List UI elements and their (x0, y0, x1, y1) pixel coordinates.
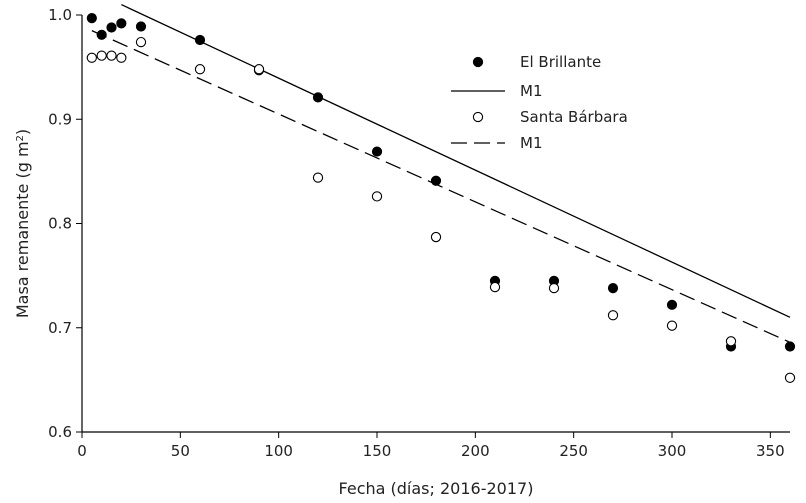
y-tick-label: 0.6 (48, 423, 72, 441)
data-point-el-brillante (86, 13, 97, 24)
x-tick-label: 100 (264, 442, 293, 460)
x-tick-label: 250 (559, 442, 588, 460)
data-point-santa-barbara (116, 52, 127, 63)
data-point-santa-barbara (430, 231, 442, 243)
legend: El Brillante M1 Santa Bárbara M1 (451, 53, 628, 152)
data-point-el-brillante (116, 18, 127, 29)
data-point-santa-barbara (666, 320, 678, 331)
data-point-santa-barbara (96, 50, 107, 61)
y-axis-title-superscript: 2 (15, 135, 26, 141)
data-point-santa-barbara (725, 336, 737, 347)
x-tick-label: 300 (658, 442, 687, 460)
legend-label: Santa Bárbara (520, 108, 628, 126)
x-tick-label: 200 (461, 442, 490, 460)
axes-group: 0 50 100 150 200 250 300 350 0.6 0.7 0.8 0.9 1.0 (48, 6, 790, 460)
data-point-santa-barbara (548, 282, 560, 294)
data-point-santa-barbara (135, 36, 147, 48)
series-line-m1-dashed (91, 30, 791, 343)
data-point-el-brillante (784, 341, 796, 352)
data-point-santa-barbara (194, 64, 206, 75)
data-point-santa-barbara (371, 191, 383, 202)
x-axis-title: Fecha (días; 2016-2017) (339, 479, 534, 498)
legend-swatch-marker (472, 111, 484, 123)
series-line-m1-solid (121, 3, 791, 318)
x-tick-label: 350 (756, 442, 785, 460)
data-point-el-brillante (371, 146, 383, 157)
legend-label: M1 (520, 82, 543, 100)
data-point-el-brillante (135, 21, 147, 32)
data-point-el-brillante (607, 283, 619, 294)
y-axis-title-close: ) (13, 129, 32, 135)
x-tick-label: 50 (171, 442, 190, 460)
legend-label: M1 (520, 134, 543, 152)
x-tick-label: 0 (77, 442, 87, 460)
y-axis-title: Masa remanente (g m2) (13, 129, 32, 318)
y-tick-label: 0.7 (48, 319, 72, 337)
y-axis-title-main: Masa remanente (g m (13, 141, 32, 318)
y-tick-label: 0.9 (48, 110, 72, 128)
y-tick-label: 0.8 (48, 215, 72, 233)
data-point-santa-barbara (106, 50, 117, 61)
x-tick-label: 150 (363, 442, 392, 460)
legend-swatch-marker (472, 56, 484, 68)
data-point-el-brillante (106, 22, 117, 33)
data-point-santa-barbara (312, 172, 324, 183)
y-tick-label: 1.0 (48, 6, 72, 24)
marks-group (86, 3, 796, 383)
legend-label: El Brillante (520, 53, 601, 71)
data-point-santa-barbara (784, 372, 796, 383)
data-point-el-brillante (666, 299, 678, 310)
data-point-santa-barbara (86, 52, 97, 63)
data-point-santa-barbara (607, 310, 619, 321)
data-point-santa-barbara (253, 64, 265, 75)
data-point-santa-barbara (489, 281, 501, 293)
